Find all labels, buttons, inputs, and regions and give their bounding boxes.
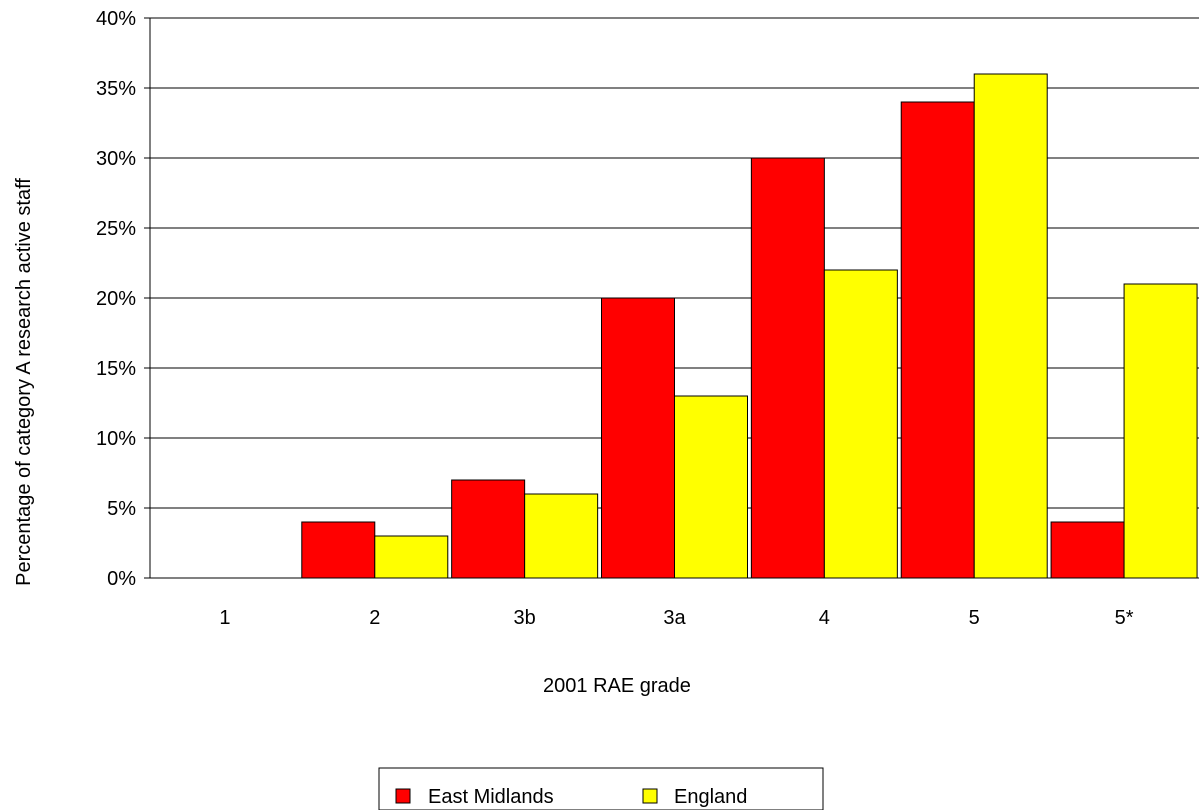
x-tick-label: 5* <box>1115 607 1134 629</box>
bar-east-midlands-5star <box>1050 521 1125 579</box>
y-axis-title: Percentage of category A research active… <box>13 178 35 586</box>
y-tick-label: 25% <box>96 218 136 240</box>
y-tick-label: 0% <box>107 568 136 590</box>
legend-swatch-england <box>642 788 658 804</box>
legend-label-england: England <box>674 786 747 808</box>
x-tick-label: 5 <box>969 607 980 629</box>
x-tick-label: 4 <box>819 607 830 629</box>
bar-england-5star <box>1123 283 1198 579</box>
x-tick-label: 2 <box>369 607 380 629</box>
y-tick-label: 5% <box>107 498 136 520</box>
y-tick-label: 40% <box>96 8 136 30</box>
x-tick-label: 3b <box>514 607 536 629</box>
legend-box <box>378 767 824 810</box>
y-tick-label: 30% <box>96 148 136 170</box>
bar-england-5 <box>973 73 1048 579</box>
legend-swatch-east-midlands <box>395 788 411 804</box>
bar-east-midlands-3a <box>601 297 675 579</box>
bar-england-2 <box>374 535 449 579</box>
bar-east-midlands-3b <box>451 479 526 579</box>
x-tick-label: 3a <box>663 607 686 629</box>
legend-label-east-midlands: East Midlands <box>428 786 554 808</box>
x-axis-title: 2001 RAE grade <box>543 675 691 697</box>
bar-east-midlands-4 <box>750 157 825 579</box>
legend: East Midlands England <box>378 767 824 810</box>
bar-east-midlands-5 <box>900 101 975 579</box>
y-tick-label: 15% <box>96 358 136 380</box>
y-tick-label: 20% <box>96 288 136 310</box>
axes <box>144 17 151 579</box>
y-tick-label: 10% <box>96 428 136 450</box>
bar-east-midlands-2 <box>301 521 376 579</box>
bar-england-4 <box>823 269 898 579</box>
bar-england-3a <box>674 395 748 579</box>
tick-labels: 0% 5% 10% 15% 20% 25% 30% 35% 40% 1 2 3b 3a 4 5 5* <box>96 8 1134 629</box>
x-tick-label: 1 <box>219 607 230 629</box>
bars <box>301 73 1198 579</box>
bar-england-3b <box>524 493 599 579</box>
y-tick-label: 35% <box>96 78 136 100</box>
